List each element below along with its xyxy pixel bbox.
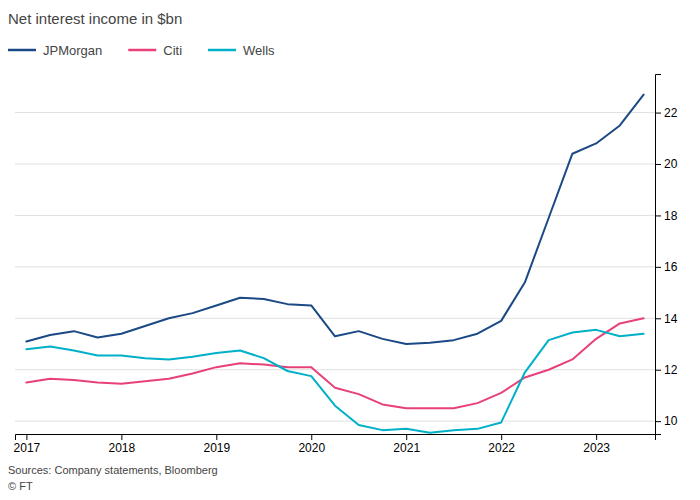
tick-mark: [121, 434, 122, 440]
x-axis: 2017 2018 2019 2020 2021 2022 2023: [14, 434, 656, 455]
grid-line: [15, 421, 655, 422]
legend-label: Wells: [243, 43, 275, 58]
tick-label: 12: [664, 363, 678, 377]
axis-line: [656, 75, 662, 435]
tick-mark: [655, 113, 661, 114]
tick: 14: [655, 312, 678, 326]
tick-mark: [655, 215, 661, 216]
axis-line: [16, 435, 656, 441]
tick-label: 2021: [393, 441, 420, 455]
tick-label: 2022: [488, 441, 515, 455]
tick-label: 18: [664, 209, 678, 223]
legend-swatch: [128, 49, 156, 52]
tick: 2021: [393, 434, 420, 455]
legend: JPMorgan Citi Wells: [8, 43, 275, 58]
tick-mark: [655, 370, 661, 371]
tick-mark: [596, 434, 597, 440]
grid-line: [15, 112, 655, 113]
tick-label: 2020: [298, 441, 325, 455]
grid-line: [15, 215, 655, 216]
grid: [15, 113, 655, 422]
tick-mark: [216, 434, 217, 440]
tick-mark: [406, 434, 407, 440]
legend-item: Citi: [128, 43, 182, 58]
legend-label: JPMorgan: [43, 43, 102, 58]
tick-label: 2017: [14, 441, 41, 455]
legend-label: Citi: [163, 43, 182, 58]
tick: 2022: [488, 434, 515, 455]
tick-mark: [655, 421, 661, 422]
annotation: Sources: Company statements, Bloomberg: [8, 464, 218, 476]
tick: 2018: [108, 434, 135, 455]
grid-line: [15, 164, 655, 165]
tick-mark: [655, 164, 661, 165]
tick-label: 2019: [203, 441, 230, 455]
tick-mark: [655, 318, 661, 319]
tick-label: 22: [664, 106, 678, 120]
tick: 2023: [583, 434, 610, 455]
grid-line: [15, 266, 655, 267]
tick-mark: [26, 434, 27, 440]
tick-label: 2023: [583, 441, 610, 455]
tick-label: 10: [664, 414, 678, 428]
annotation: © FT: [8, 480, 33, 492]
series-line: [26, 318, 643, 408]
legend-item: Wells: [208, 43, 275, 58]
tick: 18: [655, 209, 678, 223]
tick: 2019: [203, 434, 230, 455]
tick-mark: [311, 434, 312, 440]
tick-mark: [655, 267, 661, 268]
tick-label: 2018: [108, 441, 135, 455]
tick-label: 20: [664, 157, 678, 171]
legend-swatch: [208, 49, 236, 52]
tick: 12: [655, 363, 678, 377]
tick-label: 14: [664, 312, 678, 326]
lines: [26, 95, 643, 433]
tick: 2020: [298, 434, 325, 455]
grid-line: [15, 369, 655, 370]
legend-swatch: [8, 49, 36, 52]
tick-label: 16: [664, 260, 678, 274]
tick-mark: [501, 434, 502, 440]
series-line: [26, 330, 643, 433]
tick: 22: [655, 106, 678, 120]
title: Net interest income in $bn: [8, 10, 182, 27]
tick: 20: [655, 157, 678, 171]
y-axis: 10 12 14 16 18 20 22: [655, 75, 678, 435]
series-line: [26, 95, 643, 344]
tick: 16: [655, 260, 678, 274]
chart: Net interest income in $bn20172018201920…: [0, 0, 700, 500]
legend-item: JPMorgan: [8, 43, 102, 58]
tick: 10: [655, 414, 678, 428]
grid-line: [15, 318, 655, 319]
tick: 2017: [14, 434, 41, 455]
